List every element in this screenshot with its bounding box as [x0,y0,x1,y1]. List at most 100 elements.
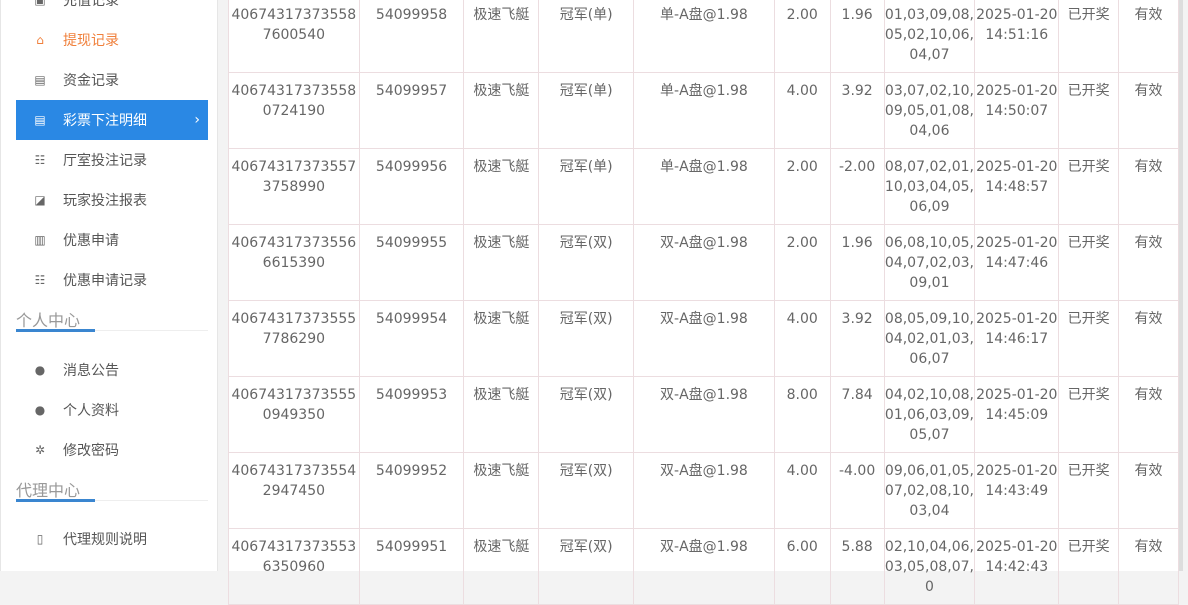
chevron-right-icon: › [194,112,200,128]
draw-status-cell: 已开奖 [1058,528,1120,605]
bell-icon: ● [34,363,46,377]
draw-status-cell: 已开奖 [1058,148,1120,225]
order-number-cell: 406743173735587600540 [228,0,360,73]
table-row: 406743173735587600540 54099958 极速飞艇 冠军(单) 单-… [228,0,1179,73]
sidebar-item-label: 提现记录 [63,33,119,49]
bet-status-cell: 有效 [1118,300,1179,377]
lottery-name-cell: 极速飞艇 [463,72,540,149]
issue-number-cell: 54099952 [358,452,465,529]
win-loss-cell: -4.00 [829,452,885,529]
play-type-cell: 冠军(双) [538,300,635,377]
play-type-cell: 冠军(单) [538,0,635,73]
bet-status-cell: 有效 [1118,0,1179,73]
issue-number-cell: 54099957 [358,72,465,149]
play-type-cell: 冠军(单) [538,72,635,149]
list-bullet-icon: ☷ [34,153,46,167]
bet-time-cell: 2025-01-20 14:47:46 [974,224,1060,301]
bet-status-cell: 有效 [1118,224,1179,301]
sidebar-item[interactable]: ☷ 优惠申请记录 [16,260,208,300]
table-row: 406743173735542947450 54099952 极速飞艇 冠军(双) 双-… [228,452,1179,529]
play-type-cell: 冠军(双) [538,224,635,301]
bet-time-cell: 2025-01-20 14:48:57 [974,148,1060,225]
sidebar-item[interactable]: ● 个人资料 [16,390,208,430]
withdraw-icon: ⌂ [36,33,44,47]
draw-status-cell: 已开奖 [1058,300,1120,377]
bet-content-cell: 双-A盘@1.98 [633,376,775,453]
sidebar-item[interactable]: ▤ 彩票下注明细 › [16,100,208,140]
lottery-name-cell: 极速飞艇 [463,300,540,377]
bet-content-cell: 双-A盘@1.98 [633,452,775,529]
draw-numbers-cell: 01,03,09,08,05,02,10,06,04,07 [883,0,976,73]
sidebar-item[interactable]: ▤ 资金记录 [16,60,208,100]
play-type-cell: 冠军(双) [538,376,635,453]
sidebar-item-label: 消息公告 [63,363,119,379]
win-loss-cell: -2.00 [829,148,885,225]
deposit-icon: ▣ [34,0,46,7]
bet-detail-table: 406743173735587600540 54099958 极速飞艇 冠军(单) 单-… [228,0,1179,605]
order-number-cell: 406743173735536350960 [228,528,360,605]
bet-amount-cell: 4.00 [773,452,831,529]
bet-content-cell: 单-A盘@1.98 [633,0,775,73]
order-number-cell: 406743173735573758990 [228,148,360,225]
bet-time-cell: 2025-01-20 14:45:09 [974,376,1060,453]
bet-amount-cell: 2.00 [773,148,831,225]
order-number-cell: 406743173735550949350 [228,376,360,453]
bet-status-cell: 有效 [1118,148,1179,225]
issue-number-cell: 54099956 [358,148,465,225]
bet-status-cell: 有效 [1118,376,1179,453]
draw-status-cell: 已开奖 [1058,376,1120,453]
bet-amount-cell: 4.00 [773,300,831,377]
sidebar-item[interactable]: ▣ 充值记录 [16,0,208,20]
bet-time-cell: 2025-01-20 14:50:07 [974,72,1060,149]
bet-amount-cell: 4.00 [773,72,831,149]
draw-numbers-cell: 09,06,01,05,07,02,08,10,03,04 [883,452,976,529]
lottery-name-cell: 极速飞艇 [463,0,540,73]
win-loss-cell: 1.96 [829,224,885,301]
bet-status-cell: 有效 [1118,452,1179,529]
draw-numbers-cell: 08,07,02,01,10,03,04,05,06,09 [883,148,976,225]
draw-status-cell: 已开奖 [1058,72,1120,149]
user-icon: ● [34,403,46,417]
sidebar-item[interactable]: ⌂ 提现记录 [16,20,208,60]
list-icon: ▤ [34,113,46,127]
win-loss-cell: 3.92 [829,72,885,149]
bet-status-cell: 有效 [1118,528,1179,605]
order-number-cell: 406743173735542947450 [228,452,360,529]
table-row: 406743173735573758990 54099956 极速飞艇 冠军(单) 单-… [228,148,1179,225]
sidebar-item-label: 优惠申请记录 [63,273,147,289]
draw-numbers-cell: 02,10,04,06,03,05,08,07,0 [883,528,976,605]
bet-time-cell: 2025-01-20 14:46:17 [974,300,1060,377]
draw-numbers-cell: 04,02,10,08,01,06,03,09,05,07 [883,376,976,453]
table-row: 406743173735536350960 54099951 极速飞艇 冠军(双) 双-… [228,528,1179,605]
lottery-name-cell: 极速飞艇 [463,452,540,529]
sidebar: ▣ 充值记录 ⌂ 提现记录 ▤ 资金记录 ▤ 彩票下注明细 › ☷ 厅室投注记录 ◪ 玩家投注报表 ▥ 优惠… [0,0,218,571]
draw-numbers-cell: 03,07,02,10,09,05,01,08,04,06 [883,72,976,149]
sidebar-item[interactable]: ▥ 优惠申请 [16,220,208,260]
section-title: 个人中心 [16,307,208,332]
issue-number-cell: 54099951 [358,528,465,605]
bet-detail-table-area: 406743173735587600540 54099958 极速飞艇 冠军(单) 单-… [228,0,1183,605]
bet-content-cell: 单-A盘@1.98 [633,72,775,149]
issue-number-cell: 54099955 [358,224,465,301]
section-title: 代理中心 [16,477,208,502]
bet-amount-cell: 2.00 [773,0,831,73]
draw-status-cell: 已开奖 [1058,224,1120,301]
bet-content-cell: 双-A盘@1.98 [633,224,775,301]
play-type-cell: 冠军(双) [538,528,635,605]
bet-content-cell: 双-A盘@1.98 [633,300,775,377]
win-loss-cell: 3.92 [829,300,885,377]
lottery-name-cell: 极速飞艇 [463,224,540,301]
sidebar-item-label: 厅室投注记录 [63,153,147,169]
win-loss-cell: 1.96 [829,0,885,73]
bet-time-cell: 2025-01-20 14:51:16 [974,0,1060,73]
table-row: 406743173735557786290 54099954 极速飞艇 冠军(双) 双-… [228,300,1179,377]
sidebar-item[interactable]: ▯ 代理规则说明 [16,519,208,559]
sidebar-item[interactable]: ◪ 玩家投注报表 [16,180,208,220]
order-number-cell: 406743173735580724190 [228,72,360,149]
sidebar-item[interactable]: ☷ 厅室投注记录 [16,140,208,180]
sidebar-item[interactable]: ● 消息公告 [16,350,208,390]
win-loss-cell: 5.88 [829,528,885,605]
sidebar-item[interactable]: ✲ 修改密码 [16,430,208,470]
order-number-cell: 406743173735557786290 [228,300,360,377]
lottery-name-cell: 极速飞艇 [463,376,540,453]
